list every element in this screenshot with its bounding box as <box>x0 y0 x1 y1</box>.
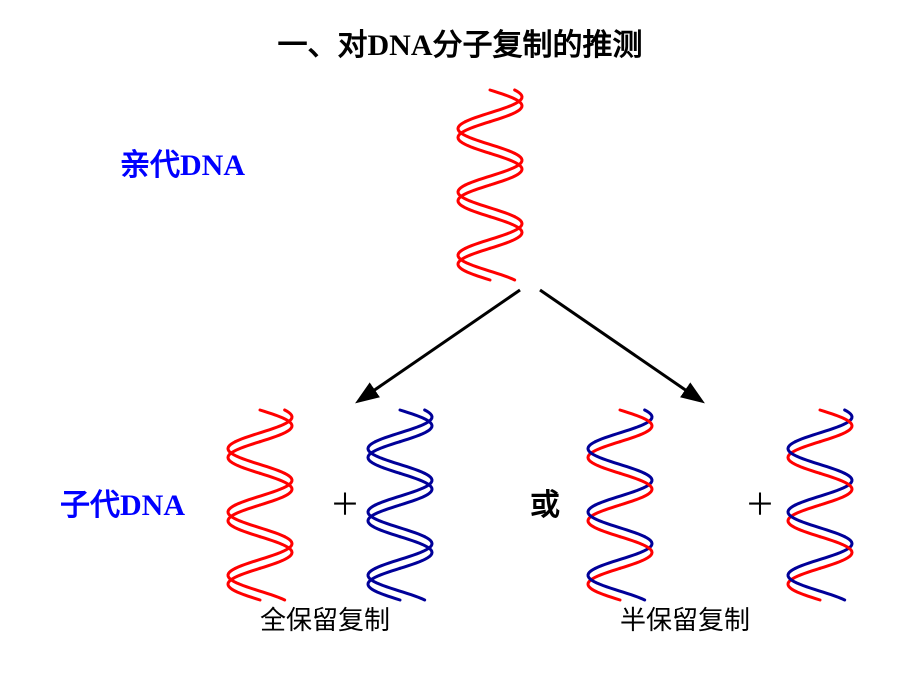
dna-strand <box>228 442 260 474</box>
dna-strand <box>795 537 852 569</box>
dna-strand <box>375 410 432 442</box>
dna-strand <box>820 410 852 442</box>
dna-strand <box>795 410 852 442</box>
dna-strand <box>228 568 260 600</box>
dna-strand <box>368 568 425 600</box>
dna-strand <box>375 537 432 569</box>
label-parent-dna: 亲代DNA <box>120 140 245 184</box>
dna-strand <box>228 442 285 474</box>
dna-strand <box>368 442 400 474</box>
caption-full-conservative: 全保留复制 <box>260 600 390 637</box>
dna-strand <box>260 410 292 442</box>
plus-symbol-semi: ＋ <box>745 480 775 524</box>
dna-strand <box>368 505 425 537</box>
page-title: 一、对DNA分子复制的推测 <box>0 20 920 64</box>
dna-strand <box>788 568 845 600</box>
dna-strand <box>228 568 285 600</box>
plus-symbol-full: ＋ <box>330 480 360 524</box>
dna-strand <box>260 473 292 505</box>
dna-strand <box>465 153 522 185</box>
dna-strand <box>458 185 490 217</box>
dna-helix-full_left <box>225 410 295 600</box>
dna-strand <box>788 505 820 537</box>
dna-strand <box>595 537 652 569</box>
dna-helix-semi_right <box>785 410 855 600</box>
dna-strand <box>228 505 285 537</box>
dna-strand <box>458 122 515 154</box>
dna-strand <box>235 473 292 505</box>
dna-strand <box>820 537 852 569</box>
dna-strand <box>458 185 515 217</box>
dna-strand <box>458 122 490 154</box>
dna-strand <box>795 473 852 505</box>
dna-strand <box>620 537 652 569</box>
dna-strand <box>788 505 845 537</box>
dna-strand <box>400 473 432 505</box>
dna-strand <box>595 410 652 442</box>
arrow <box>540 290 700 400</box>
caption-semi-conservative: 半保留复制 <box>620 600 750 637</box>
dna-strand <box>620 473 652 505</box>
dna-strand <box>400 410 432 442</box>
dna-strand <box>588 505 620 537</box>
dna-strand <box>465 90 522 122</box>
dna-strand <box>368 442 425 474</box>
dna-strand <box>458 248 490 280</box>
dna-helix-semi_left <box>585 410 655 600</box>
dna-strand <box>368 505 400 537</box>
dna-strand <box>588 442 645 474</box>
dna-strand <box>788 568 820 600</box>
dna-strand <box>260 537 292 569</box>
label-child-dna: 子代DNA <box>60 480 185 524</box>
dna-strand <box>228 505 260 537</box>
dna-strand <box>588 505 645 537</box>
dna-strand <box>458 248 515 280</box>
dna-strand <box>368 568 400 600</box>
dna-strand <box>490 90 522 122</box>
dna-strand <box>465 217 522 249</box>
dna-strand <box>595 473 652 505</box>
diagram-stage: 一、对DNA分子复制的推测 亲代DNA 子代DNA ＋ 或 ＋ 全保留复制 半保… <box>0 0 920 690</box>
dna-helix-full_right <box>365 410 435 600</box>
dna-helix-parent <box>455 90 525 280</box>
dna-strand <box>235 537 292 569</box>
arrow <box>360 290 520 400</box>
dna-strand <box>588 568 645 600</box>
dna-strand <box>820 473 852 505</box>
dna-strand <box>588 442 620 474</box>
dna-strand <box>620 410 652 442</box>
dna-strand <box>490 153 522 185</box>
dna-strand <box>788 442 820 474</box>
dna-strand <box>788 442 845 474</box>
dna-strand <box>375 473 432 505</box>
dna-strand <box>490 217 522 249</box>
label-or: 或 <box>530 480 560 524</box>
dna-strand <box>235 410 292 442</box>
dna-strand <box>588 568 620 600</box>
dna-strand <box>400 537 432 569</box>
